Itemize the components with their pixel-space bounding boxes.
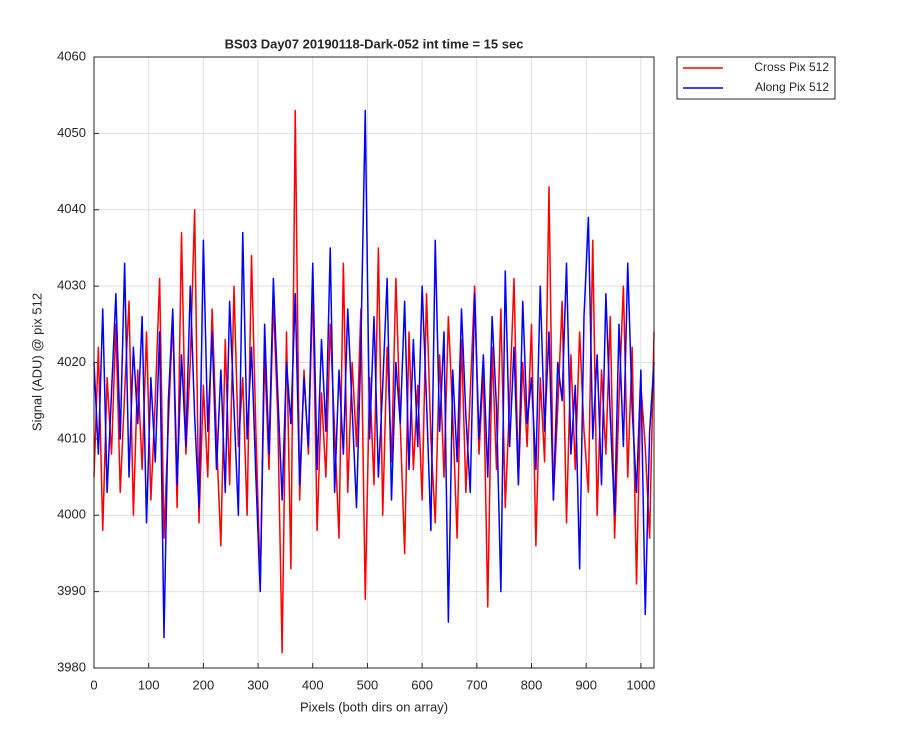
y-tick-label: 4050	[57, 125, 86, 140]
x-tick-label: 1000	[626, 677, 655, 692]
x-tick-label: 800	[521, 677, 543, 692]
x-tick-label: 600	[411, 677, 433, 692]
data-line	[93, 109, 655, 639]
x-axis-label: Pixels (both dirs on array)	[300, 699, 448, 714]
y-tick-label: 4010	[57, 430, 86, 445]
y-tick-label: 3990	[57, 583, 86, 598]
x-tick-label: 300	[247, 677, 269, 692]
x-tick-label: 700	[466, 677, 488, 692]
y-tick-label: 3980	[57, 659, 86, 674]
x-tick-label: 900	[575, 677, 597, 692]
plot-frame	[93, 56, 655, 669]
x-tick-label: 100	[138, 677, 160, 692]
y-tick-label: 4060	[57, 48, 86, 63]
data-line	[93, 109, 655, 654]
legend-label: Along Pix 512	[755, 80, 829, 94]
y-tick-label: 4020	[57, 354, 86, 369]
y-tick-label: 4040	[57, 201, 86, 216]
chart-title: BS03 Day07 20190118-Dark-052 int time = …	[225, 36, 524, 51]
legend-label: Cross Pix 512	[754, 60, 829, 74]
legend-box	[676, 56, 836, 100]
x-tick-label: 0	[90, 677, 97, 692]
y-axis-label: Signal (ADU) @ pix 512	[29, 293, 44, 431]
x-tick-label: 500	[357, 677, 379, 692]
x-tick-label: 200	[193, 677, 215, 692]
x-tick-label: 400	[302, 677, 324, 692]
y-tick-label: 4030	[57, 278, 86, 293]
y-tick-label: 4000	[57, 507, 86, 522]
